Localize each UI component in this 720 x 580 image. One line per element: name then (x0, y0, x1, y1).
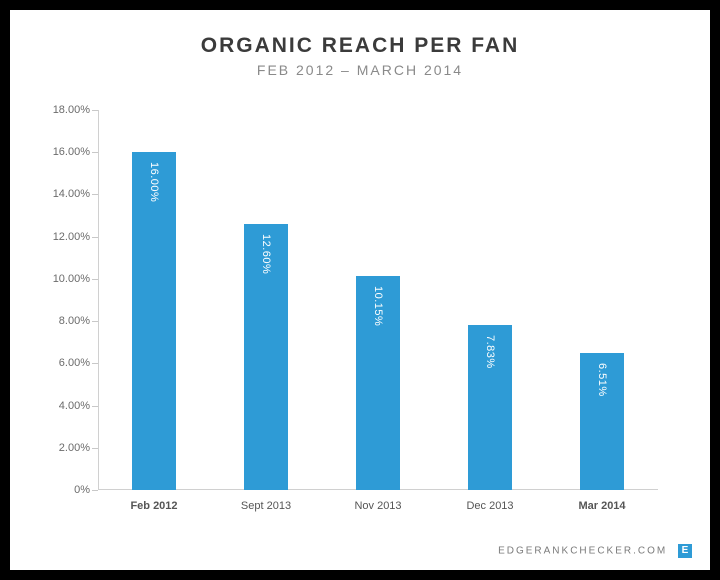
plot-area: 0%2.00%4.00%6.00%8.00%10.00%12.00%14.00%… (98, 110, 658, 490)
ytick-label: 12.00% (53, 231, 90, 243)
ytick-mark (92, 152, 98, 153)
bar-value-label: 16.00% (148, 162, 160, 202)
bar: 10.15% (356, 276, 401, 490)
ytick-mark (92, 237, 98, 238)
ytick-mark (92, 406, 98, 407)
x-category-label: Mar 2014 (578, 500, 625, 512)
bar: 16.00% (132, 152, 177, 490)
ytick-mark (92, 448, 98, 449)
ytick-label: 14.00% (53, 188, 90, 200)
bar: 6.51% (580, 353, 625, 490)
bar-value-label: 12.60% (260, 234, 272, 274)
y-axis (98, 110, 99, 490)
x-category-label: Sept 2013 (241, 500, 291, 512)
x-category-label: Dec 2013 (466, 500, 513, 512)
bar-value-label: 7.83% (484, 335, 496, 369)
ytick-mark (92, 194, 98, 195)
footer-attribution: EDGERANKCHECKER.COM E (498, 544, 692, 558)
ytick-mark (92, 110, 98, 111)
x-category-label: Nov 2013 (354, 500, 401, 512)
bar-value-label: 6.51% (596, 363, 608, 397)
chart-frame: ORGANIC REACH PER FAN FEB 2012 – MARCH 2… (10, 10, 710, 570)
ytick-label: 18.00% (53, 104, 90, 116)
bar: 12.60% (244, 224, 289, 490)
chart-subtitle: FEB 2012 – MARCH 2014 (10, 62, 710, 78)
ytick-label: 16.00% (53, 146, 90, 158)
ytick-label: 8.00% (59, 315, 90, 327)
footer-text: EDGERANKCHECKER.COM (498, 546, 667, 557)
bar-value-label: 10.15% (372, 286, 384, 326)
ytick-mark (92, 279, 98, 280)
ytick-label: 10.00% (53, 273, 90, 285)
ytick-label: 0% (74, 484, 90, 496)
footer-logo-icon: E (678, 544, 692, 558)
ytick-mark (92, 321, 98, 322)
ytick-label: 4.00% (59, 400, 90, 412)
ytick-label: 2.00% (59, 442, 90, 454)
bar: 7.83% (468, 325, 513, 490)
ytick-label: 6.00% (59, 357, 90, 369)
ytick-mark (92, 490, 98, 491)
chart-title: ORGANIC REACH PER FAN (10, 34, 710, 58)
ytick-mark (92, 363, 98, 364)
x-category-label: Feb 2012 (130, 500, 177, 512)
